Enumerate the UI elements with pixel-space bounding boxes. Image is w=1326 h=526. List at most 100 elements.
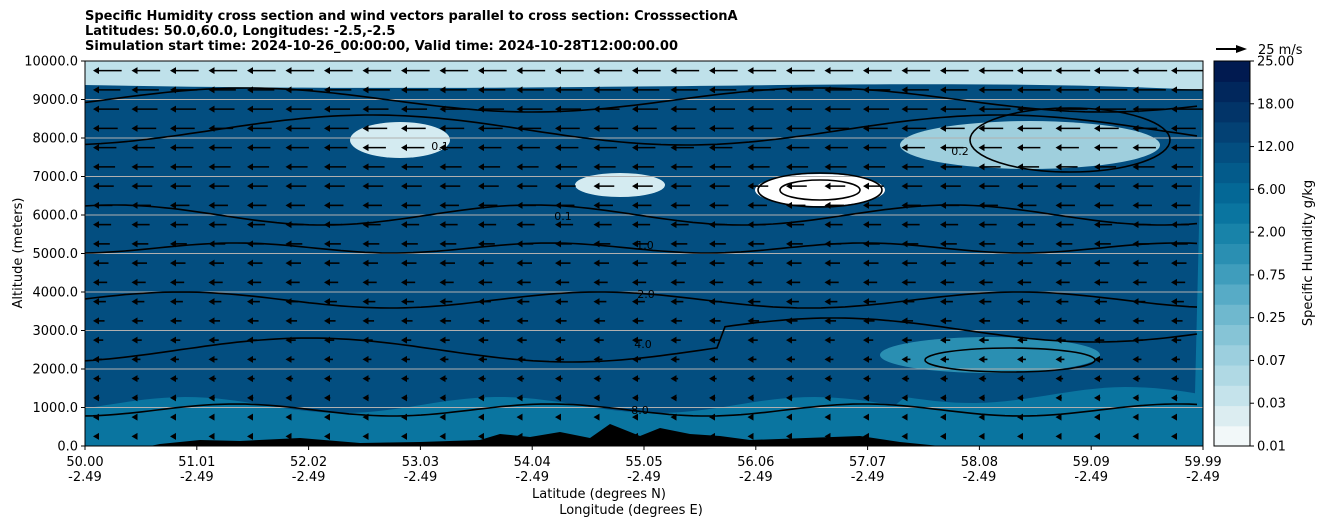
wind-vector	[940, 144, 964, 152]
x-tick-label-lon: -2.49	[1074, 470, 1108, 485]
wind-vector	[593, 86, 621, 94]
wind-vector	[978, 278, 993, 286]
wind-vector	[824, 355, 834, 363]
wind-vector	[478, 67, 507, 75]
wind-vector	[285, 298, 299, 306]
wind-vector	[247, 67, 276, 75]
wind-vector	[901, 413, 908, 421]
wind-vector	[1132, 240, 1150, 248]
x-tick-label-lat: 51.01	[178, 455, 215, 470]
wind-vector	[401, 163, 424, 171]
wind-vector	[247, 413, 253, 421]
wind-vector	[285, 317, 298, 325]
wind-vector	[709, 298, 722, 306]
wind-vector	[901, 317, 914, 325]
x-tick-label-lat: 50.00	[66, 455, 103, 470]
wind-vector	[555, 221, 574, 229]
wind-vector	[170, 144, 194, 152]
wind-vector	[632, 298, 645, 306]
wind-vector	[247, 432, 253, 440]
wind-vector	[670, 124, 696, 132]
wind-vector	[824, 375, 833, 383]
wind-vector	[401, 144, 425, 152]
wind-vector	[439, 182, 461, 190]
wind-vector	[632, 67, 661, 75]
wind-vector	[632, 394, 639, 402]
wind-vector	[1171, 259, 1187, 267]
wind-vector	[1055, 259, 1071, 267]
wind-vector	[1171, 221, 1190, 229]
wind-vector	[863, 67, 892, 75]
wind-vector	[247, 221, 266, 229]
y-tick-label: 0.0	[57, 440, 78, 455]
wind-vector	[1017, 105, 1050, 113]
wind-vector	[516, 413, 523, 421]
wind-vector	[824, 201, 844, 209]
colorbar-segment	[1214, 344, 1250, 366]
wind-vector	[786, 317, 798, 325]
wind-vector	[1132, 375, 1141, 383]
y-tick-label: 6000.0	[33, 209, 79, 224]
wind-vector	[93, 201, 113, 209]
wind-vector	[555, 86, 583, 94]
colorbar-tick-label: 18.00	[1257, 97, 1294, 112]
wind-vector	[516, 182, 538, 190]
wind-vector	[1055, 375, 1064, 383]
wind-vector	[709, 432, 715, 440]
contour-line	[757, 172, 883, 208]
wind-vector	[478, 105, 505, 113]
wind-vector	[632, 144, 656, 152]
colorbar-tick-label: 25.00	[1257, 55, 1294, 70]
wind-vector	[93, 259, 109, 267]
wind-vector	[632, 278, 647, 286]
wind-vector	[516, 67, 546, 75]
wind-vector	[709, 86, 737, 94]
wind-vector	[247, 298, 260, 306]
colorbar-segment	[1214, 202, 1250, 224]
contour-line	[969, 107, 1171, 173]
wind-vector	[1017, 317, 1029, 325]
wind-vector	[1017, 86, 1051, 94]
wind-vector	[285, 67, 315, 75]
wind-vector	[131, 67, 161, 75]
wind-vector	[1055, 336, 1066, 344]
wind-vector	[824, 67, 854, 75]
wind-vector	[1094, 163, 1117, 171]
wind-vector	[1132, 144, 1156, 152]
wind-vector	[1094, 432, 1100, 440]
contour-label: 0.1	[431, 140, 449, 153]
wind-vector	[1171, 298, 1184, 306]
wind-vector	[1055, 105, 1088, 113]
wind-vector	[863, 163, 886, 171]
wind-vector	[555, 317, 567, 325]
wind-vector	[709, 375, 717, 383]
wind-vector	[555, 163, 578, 171]
wind-vector	[285, 259, 301, 267]
wind-vector	[362, 221, 381, 229]
wind-vector	[516, 86, 544, 94]
wind-vector	[170, 375, 178, 383]
y-tick-label: 7000.0	[33, 170, 79, 185]
wind-vector	[208, 413, 215, 421]
wind-vector	[1094, 336, 1105, 344]
wind-vector	[670, 413, 677, 421]
x-tick-label-lon: -2.49	[963, 470, 997, 485]
wind-vector	[93, 163, 116, 171]
wind-vector	[593, 375, 602, 383]
wind-vector	[824, 432, 831, 440]
wind-vector	[901, 355, 911, 363]
wind-vector	[747, 298, 761, 306]
wind-vector	[1171, 355, 1180, 363]
wind-vector	[824, 105, 851, 113]
wind-vector	[1132, 336, 1143, 344]
wind-vector	[516, 240, 534, 248]
wind-vector	[632, 105, 659, 113]
wind-vector	[1171, 124, 1196, 132]
humidity-band	[85, 61, 1203, 90]
plot-area: 8.04.02.01.00.10.20.1	[85, 61, 1203, 446]
wind-vector	[362, 259, 378, 267]
wind-vector	[555, 278, 570, 286]
wind-vector	[208, 67, 238, 75]
wind-vector	[516, 144, 540, 152]
